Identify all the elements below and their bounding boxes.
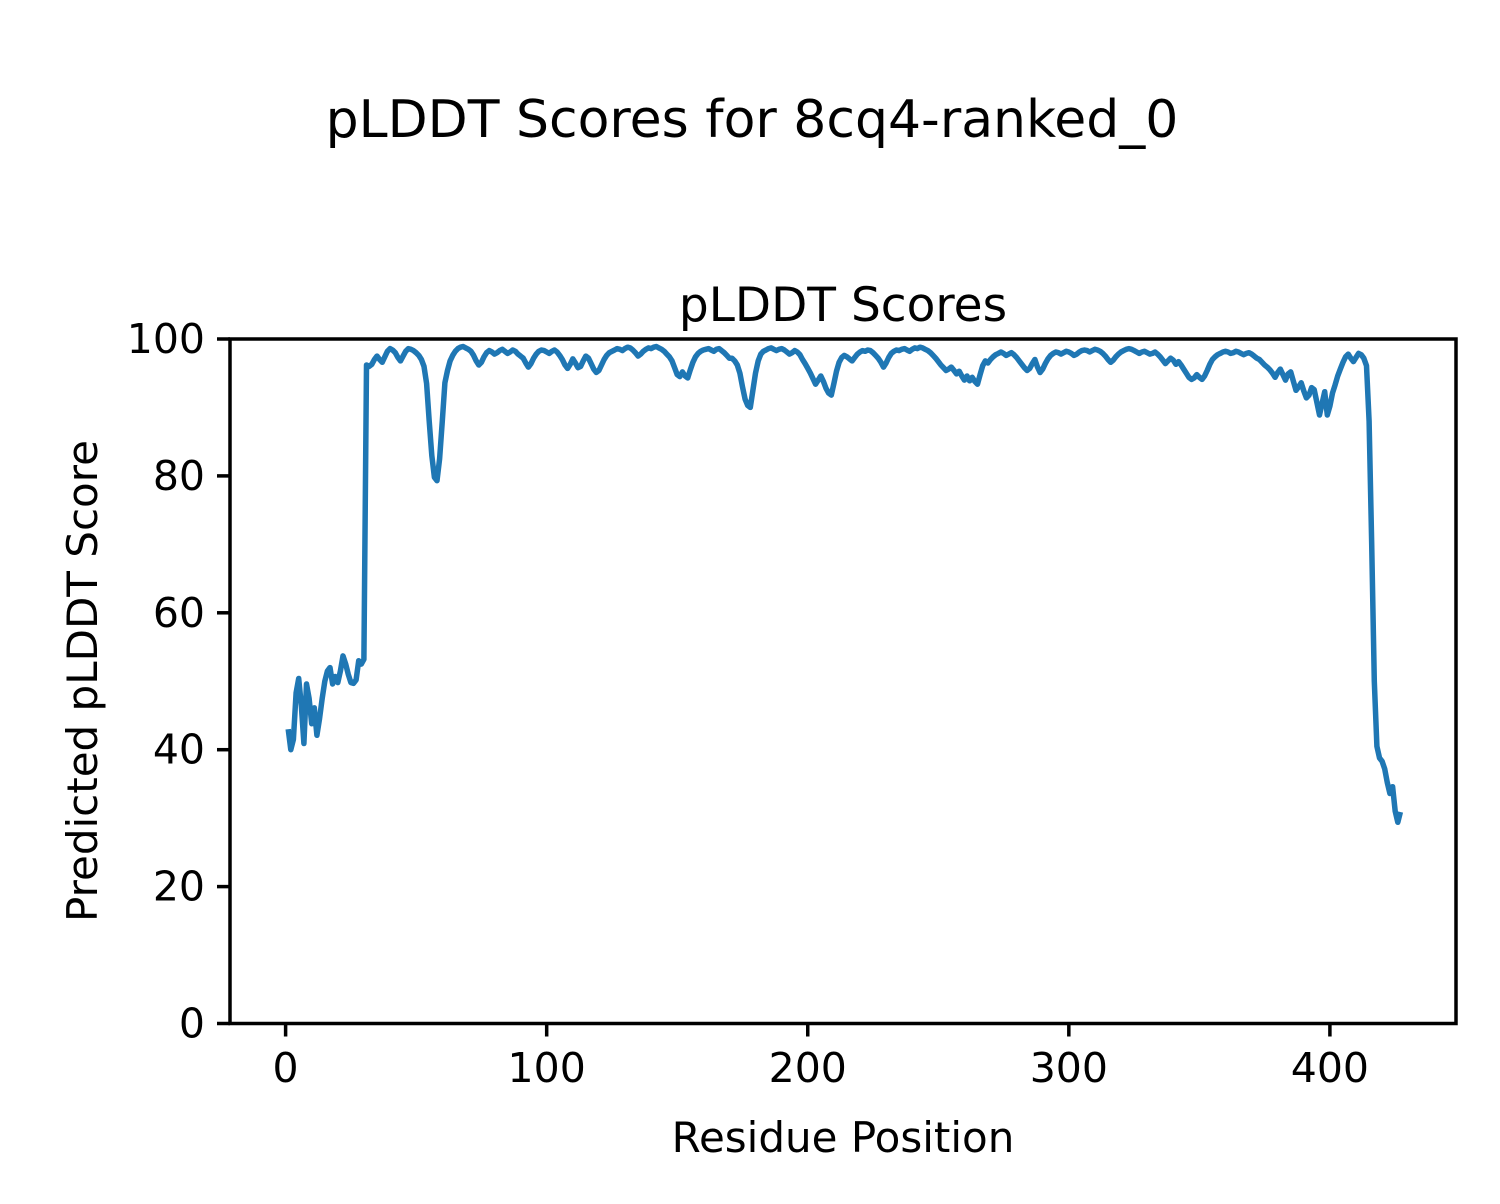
y-tick-label: 60 bbox=[153, 589, 205, 637]
x-tick-label: 400 bbox=[1291, 1044, 1369, 1092]
figure-title: pLDDT Scores for 8cq4-ranked_0 bbox=[326, 90, 1179, 150]
plddt-line bbox=[285, 343, 1404, 826]
axes-title: pLDDT Scores bbox=[679, 278, 1007, 333]
plot-frame bbox=[228, 337, 1458, 1026]
x-axis-ticks: 0 100 200 300 400 bbox=[273, 1023, 1369, 1092]
y-tick-label: 0 bbox=[179, 1000, 205, 1048]
y-axis-ticks: 0 20 40 60 80 100 bbox=[127, 315, 230, 1048]
x-tick-label: 300 bbox=[1030, 1044, 1108, 1092]
y-tick-label: 20 bbox=[153, 863, 205, 911]
x-tick-label: 200 bbox=[769, 1044, 847, 1092]
x-tick-label: 0 bbox=[273, 1044, 299, 1092]
y-tick-label: 40 bbox=[153, 726, 205, 774]
y-axis-label: Predicted pLDDT Score bbox=[58, 440, 107, 922]
y-tick-label: 100 bbox=[127, 315, 205, 363]
y-tick-label: 80 bbox=[153, 452, 205, 500]
x-axis-label: Residue Position bbox=[672, 1113, 1015, 1162]
x-tick-label: 100 bbox=[508, 1044, 586, 1092]
